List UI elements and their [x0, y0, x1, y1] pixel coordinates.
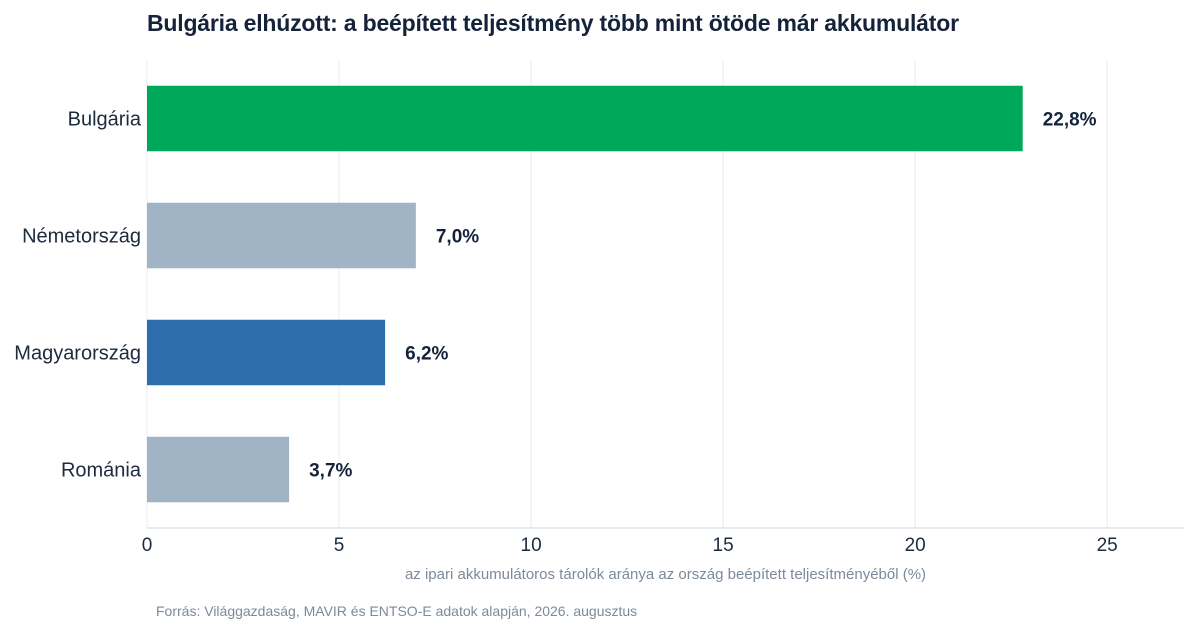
bar [147, 436, 290, 503]
x-tick-label: 25 [1097, 535, 1118, 556]
bars [147, 85, 1023, 503]
x-axis-label: az ipari akkumulátoros tárolók aránya az… [404, 566, 927, 583]
value-labels: 22,8% 7,0% 6,2% 3,7% [309, 110, 1097, 482]
bar [147, 202, 416, 269]
value-label: 22,8% [1043, 110, 1097, 131]
value-label: 3,7% [309, 461, 352, 482]
value-label: 6,2% [405, 344, 448, 365]
x-tick-label: 0 [142, 535, 153, 556]
x-tick-label: 15 [713, 535, 734, 556]
x-tick-label: 5 [334, 535, 345, 556]
category-label: Románia [61, 460, 142, 482]
x-axis: 0 5 10 15 20 25 [142, 527, 1184, 556]
category-label: Németország [22, 226, 141, 248]
category-label: Magyarország [14, 343, 141, 365]
chart-title: Bulgária elhúzott: a beépített teljesítm… [147, 10, 959, 36]
x-tick-label: 20 [905, 535, 926, 556]
category-label: Bulgária [68, 109, 142, 131]
value-label: 7,0% [436, 227, 479, 248]
bar [147, 319, 386, 386]
category-labels: Bulgária Németország Magyarország Románia [14, 109, 142, 482]
source-note: Forrás: Világgazdaság, MAVIR és ENTSO-E … [156, 603, 638, 619]
x-tick-label: 10 [521, 535, 542, 556]
bar [147, 85, 1023, 152]
